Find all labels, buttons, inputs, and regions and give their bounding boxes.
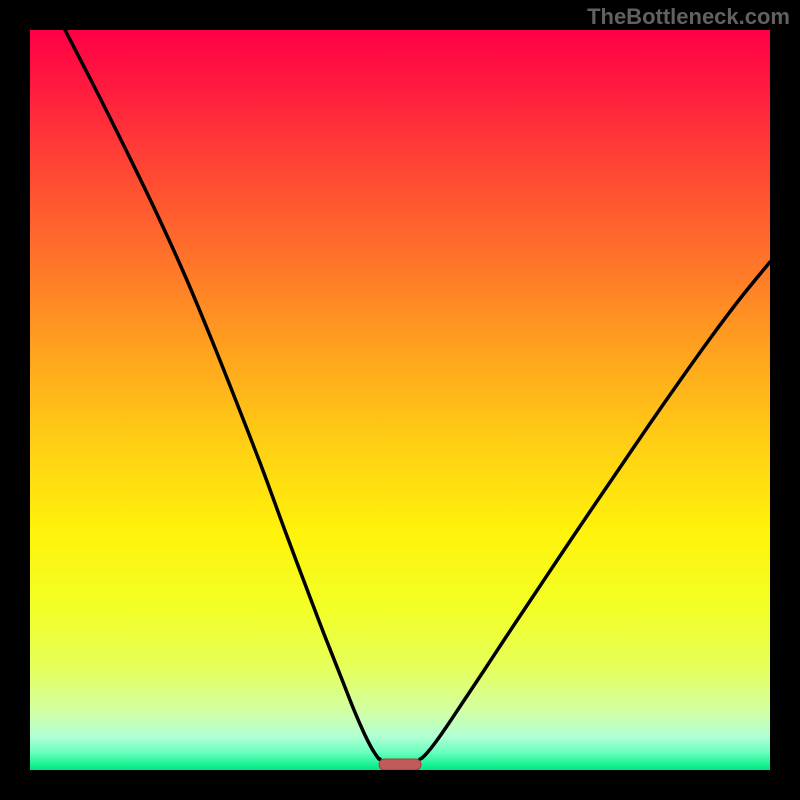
plot-area <box>30 30 770 770</box>
bottleneck-curve-left <box>65 30 380 759</box>
curves-layer <box>30 30 770 770</box>
watermark-text: TheBottleneck.com <box>587 4 790 30</box>
bottleneck-curve-right <box>420 262 770 759</box>
optimal-marker <box>379 759 421 770</box>
